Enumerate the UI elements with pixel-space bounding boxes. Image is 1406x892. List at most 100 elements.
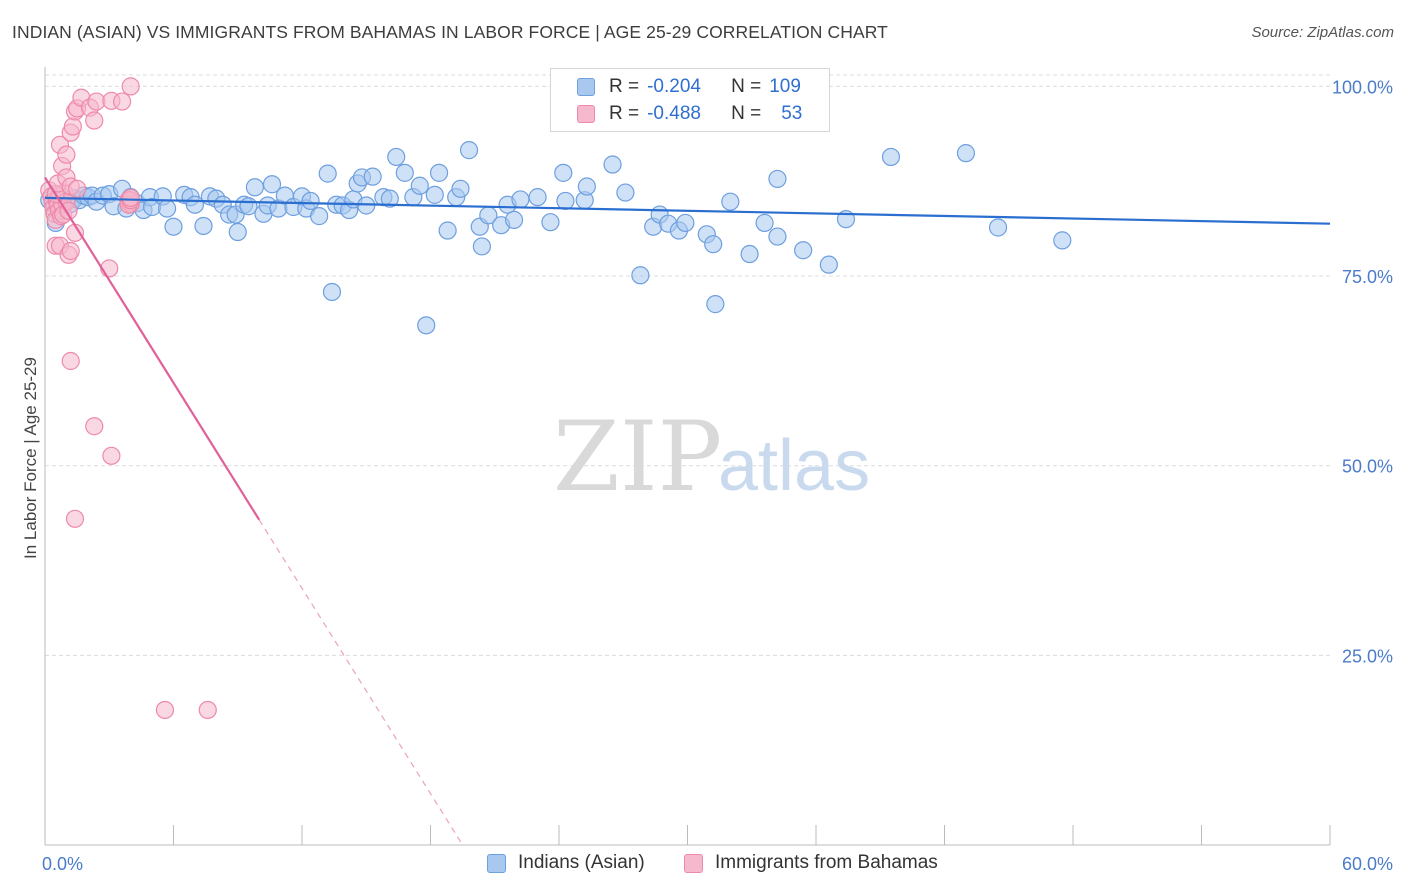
data-point [85, 111, 104, 130]
y-tick-label: 25.0% [1342, 646, 1393, 666]
series-indians-asian [40, 141, 1072, 335]
data-point [425, 185, 444, 204]
data-point [511, 190, 530, 209]
r-value: -0.204 [647, 76, 701, 97]
data-point [102, 446, 121, 465]
data-point [318, 164, 337, 183]
chart-title: INDIAN (ASIAN) VS IMMIGRANTS FROM BAHAMA… [12, 22, 888, 42]
data-point [819, 255, 838, 274]
data-point [61, 351, 80, 371]
data-point [121, 77, 140, 96]
data-point [112, 92, 132, 111]
data-point [768, 169, 787, 189]
legend-row-indians: R = -0.204 N = 109 [551, 74, 801, 100]
n-label: N = [731, 103, 762, 124]
data-point [363, 167, 382, 186]
r-value: -0.488 [647, 103, 701, 124]
data-point [616, 183, 635, 202]
data-point [740, 244, 759, 264]
data-point [631, 266, 650, 285]
data-point [100, 259, 119, 278]
data-point [262, 175, 282, 194]
data-point [410, 176, 429, 195]
data-point [164, 217, 183, 236]
data-point [704, 235, 723, 254]
data-point [57, 145, 76, 164]
legend-item-bahamas[interactable]: Immigrants from Bahamas [684, 852, 938, 874]
data-point [65, 509, 85, 528]
legend-swatch-blue [577, 78, 595, 96]
data-point [121, 188, 140, 207]
data-point [245, 178, 264, 197]
trend-line [44, 196, 1331, 225]
data-point [310, 207, 329, 226]
data-point [794, 241, 813, 260]
r-label: R = [609, 76, 640, 97]
y-tick-label: 75.0% [1342, 267, 1393, 287]
data-point [438, 221, 457, 240]
legend-row-bahamas: R = -0.488 N = 53 [551, 101, 802, 127]
data-point [68, 179, 87, 198]
y-axis-label: In Labor Force | Age 25-29 [21, 357, 40, 559]
data-point [577, 177, 596, 196]
legend-swatch-pink [577, 105, 595, 123]
watermark: ZIP atlas [553, 401, 870, 513]
data-point [429, 163, 449, 182]
source-credit: Source: ZipAtlas.com [1251, 24, 1394, 41]
data-point [556, 191, 575, 211]
legend-label: Indians (Asian) [518, 852, 645, 873]
legend-label: Immigrants from Bahamas [715, 852, 938, 873]
data-point [157, 199, 177, 218]
data-point [472, 237, 491, 256]
data-point [554, 163, 573, 182]
data-point [459, 141, 479, 160]
data-point [768, 227, 787, 246]
y-tick-label: 100.0% [1332, 77, 1393, 97]
n-value: 109 [769, 76, 801, 97]
data-point [881, 147, 901, 167]
data-point [706, 295, 725, 314]
x-tick-label: 0.0% [42, 854, 83, 874]
trend-line [44, 176, 261, 521]
y-tick-label: 50.0% [1342, 457, 1393, 477]
legend-item-indians[interactable]: Indians (Asian) [487, 852, 645, 874]
series-immigrants-bahamas [40, 77, 217, 720]
n-value: 53 [781, 103, 803, 124]
data-point [198, 700, 217, 720]
data-point [417, 316, 436, 335]
data-point [603, 155, 622, 174]
data-point [228, 222, 247, 242]
data-point [541, 213, 560, 232]
legend-swatch-pink [684, 853, 703, 873]
watermark-zip: ZIP [553, 401, 722, 513]
data-point [1053, 231, 1072, 250]
series-legend: Indians (Asian) Immigrants from Bahamas [0, 852, 1406, 878]
data-point [380, 189, 399, 208]
data-point [721, 192, 740, 211]
trend-line-extrapolated [258, 519, 464, 846]
watermark-atlas: atlas [718, 426, 870, 506]
data-point [194, 216, 213, 236]
data-point [528, 188, 547, 207]
data-point [155, 700, 175, 720]
legend-swatch-blue [487, 853, 506, 873]
data-point [395, 163, 414, 182]
data-point [63, 117, 82, 136]
data-point [676, 213, 695, 233]
data-point [185, 195, 205, 214]
n-label: N = [731, 76, 762, 97]
stats-legend: R = -0.204 N = 109 R = -0.488 N = 53 [550, 68, 830, 132]
trend-lines [44, 176, 1331, 846]
data-point [988, 218, 1008, 237]
data-point [755, 213, 774, 233]
gridlines [45, 74, 1330, 656]
r-label: R = [609, 103, 640, 124]
data-point [322, 282, 342, 302]
data-point [451, 179, 470, 198]
y-tick-labels: 100.0% 75.0% 50.0% 25.0% [1332, 77, 1393, 666]
data-point [387, 147, 406, 167]
data-point [85, 417, 104, 436]
x-tick-labels: 0.0% 60.0% [42, 854, 1393, 874]
data-point [61, 241, 80, 261]
